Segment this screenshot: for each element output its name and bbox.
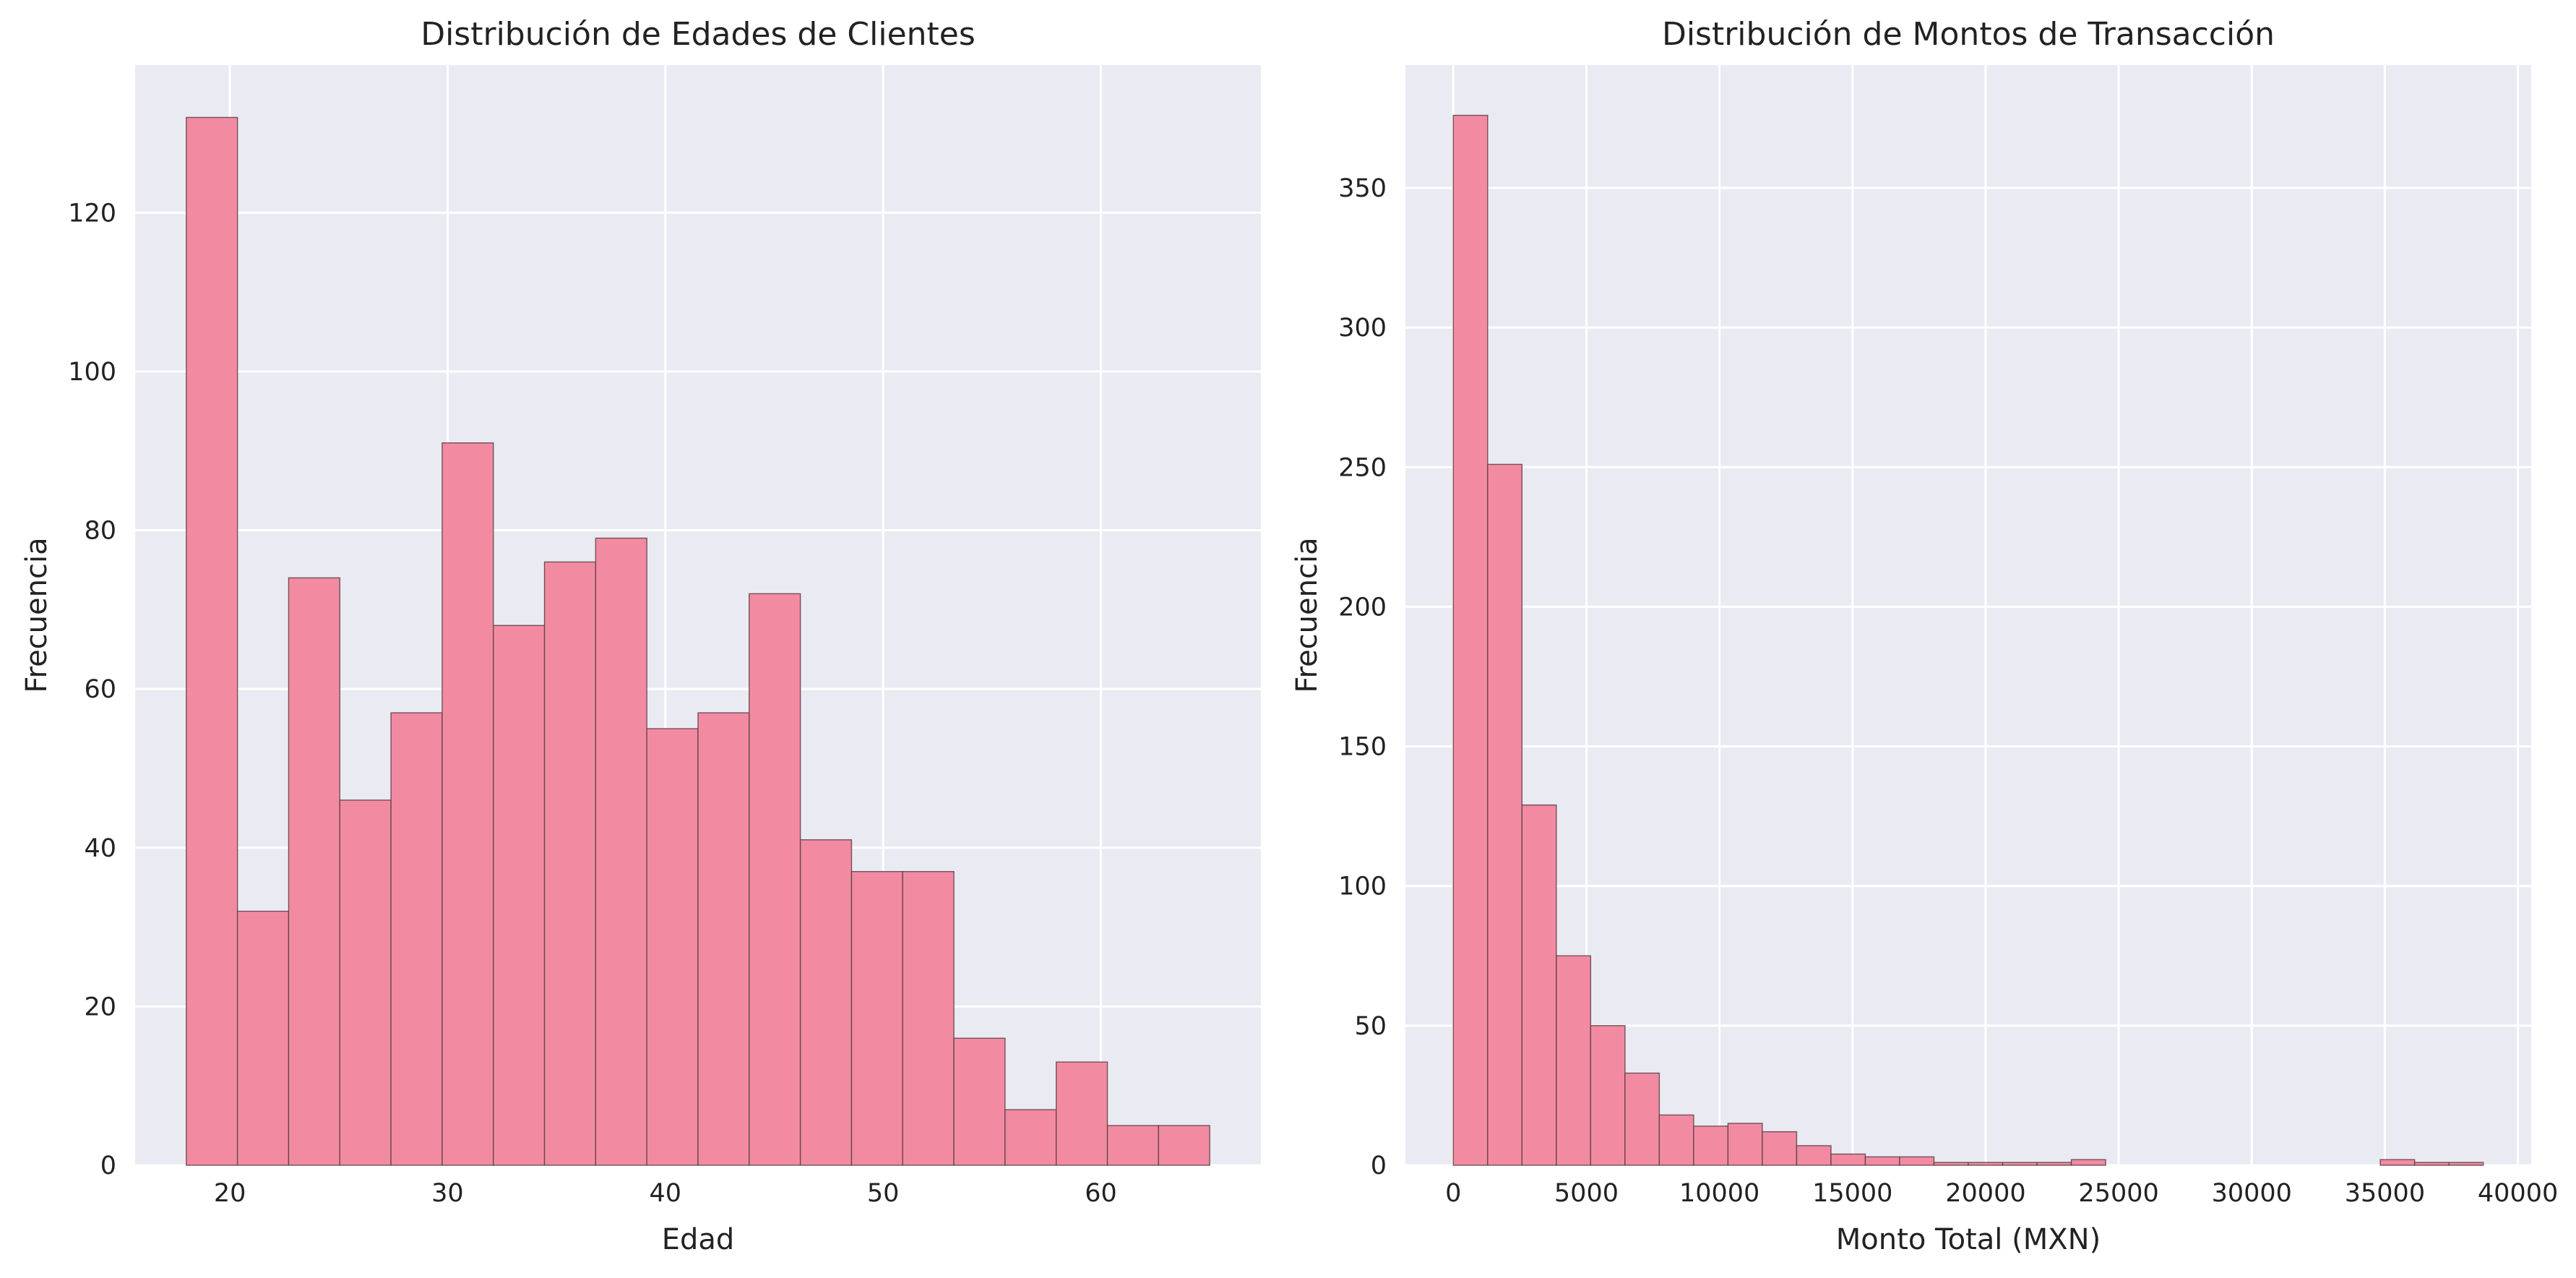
amount-y-axis-label: Frecuencia	[1291, 537, 1324, 692]
age-bar	[749, 593, 801, 1166]
age-bar	[646, 728, 699, 1166]
amount-x-tick-label: 40000	[2478, 1179, 2558, 1208]
amount-bar	[2036, 1162, 2072, 1166]
amount-y-tick-label: 250	[1338, 453, 1387, 482]
age-bar	[595, 537, 647, 1166]
age-y-tick-label: 60	[84, 675, 116, 704]
amount-x-tick-label: 20000	[1945, 1179, 2025, 1208]
amount-bar	[1830, 1153, 1866, 1166]
amount-bar	[1521, 804, 1557, 1166]
amount-y-ticks: 0 50 100 150 200 250 300 350	[1338, 174, 1387, 1180]
amount-y-tick-label: 300	[1338, 314, 1387, 343]
amount-x-tick-label: 15000	[1812, 1179, 1892, 1208]
amount-histogram-panel: 0 5000 10000 15000 20000 25000 30000 35000 40000…	[1291, 16, 2558, 1256]
age-bar	[1056, 1061, 1108, 1166]
age-bar	[850, 870, 903, 1166]
amount-bar	[1899, 1156, 1935, 1166]
age-y-tick-label: 20	[84, 992, 116, 1021]
amount-bar	[1590, 1025, 1626, 1166]
amount-x-tick-label: 10000	[1679, 1179, 1759, 1208]
amount-bar	[1864, 1156, 1900, 1166]
age-y-axis-label: Frecuencia	[20, 537, 53, 692]
amount-y-tick-label: 150	[1338, 733, 1387, 762]
amount-x-tick-label: 25000	[2078, 1179, 2158, 1208]
age-bar	[339, 799, 392, 1166]
amount-bar	[1968, 1162, 2004, 1166]
amount-x-tick-label: 0	[1445, 1179, 1461, 1208]
amount-bar	[1762, 1131, 1798, 1166]
amount-y-tick-label: 100	[1338, 872, 1387, 901]
amount-x-axis-label: Monto Total (MXN)	[1836, 1223, 2101, 1256]
age-bar	[1106, 1125, 1160, 1166]
age-bar	[493, 625, 546, 1166]
amount-bar	[2448, 1162, 2484, 1166]
age-bar	[953, 1037, 1006, 1166]
amount-bar	[2413, 1162, 2450, 1166]
age-bar	[902, 870, 955, 1166]
amount-y-tick-label: 50	[1354, 1012, 1387, 1041]
age-y-tick-label: 100	[68, 358, 116, 387]
age-bar	[186, 116, 238, 1166]
age-y-tick-label: 40	[84, 834, 116, 863]
age-x-tick-label: 40	[650, 1179, 682, 1208]
age-bar	[236, 910, 290, 1166]
amount-bar	[1658, 1114, 1694, 1166]
amount-plot-area	[1405, 65, 2531, 1165]
amount-bar	[2379, 1159, 2416, 1166]
amount-bar	[2002, 1162, 2038, 1166]
amount-bar	[1452, 114, 1489, 1166]
amount-y-tick-label: 200	[1338, 593, 1387, 622]
amount-bars	[1452, 114, 2484, 1166]
age-y-ticks: 0 20 40 60 80 100 120	[68, 199, 116, 1180]
amount-bar	[1624, 1072, 1660, 1166]
amount-x-tick-label: 35000	[2345, 1179, 2425, 1208]
age-x-tick-label: 60	[1085, 1179, 1117, 1208]
age-bar	[1158, 1125, 1210, 1166]
amount-bar	[1693, 1125, 1729, 1166]
age-x-tick-label: 30	[431, 1179, 464, 1208]
age-bar	[697, 712, 750, 1166]
amount-x-tick-label: 5000	[1554, 1179, 1619, 1208]
amount-bar	[1727, 1123, 1763, 1166]
amount-x-ticks: 0 5000 10000 15000 20000 25000 30000 35000 40000	[1445, 1179, 2558, 1208]
amount-bar	[2070, 1159, 2106, 1166]
age-x-tick-label: 50	[867, 1179, 900, 1208]
amount-chart-title: Distribución de Montos de Transacción	[1662, 16, 2275, 53]
age-histogram-panel: 20 30 40 50 60 0 20 40 60 80 100 120 Distribución …	[20, 16, 1261, 1256]
amount-bar	[1796, 1145, 1832, 1166]
age-chart-title: Distribución de Edades de Clientes	[421, 16, 975, 53]
amount-y-tick-label: 0	[1371, 1152, 1387, 1180]
age-x-axis-label: Edad	[662, 1223, 735, 1256]
age-bar	[1004, 1109, 1057, 1166]
age-bar	[799, 839, 853, 1166]
age-bar	[441, 442, 494, 1166]
amount-y-tick-label: 350	[1338, 174, 1387, 203]
amount-bar	[1933, 1162, 1969, 1166]
age-y-tick-label: 80	[84, 517, 116, 546]
age-bar	[390, 712, 443, 1166]
age-bar	[288, 577, 340, 1166]
amount-bar	[1556, 955, 1592, 1166]
age-bars	[186, 116, 1210, 1166]
age-y-tick-label: 0	[100, 1152, 116, 1180]
amount-x-tick-label: 30000	[2212, 1179, 2292, 1208]
amount-bar	[1487, 463, 1523, 1166]
age-y-tick-label: 120	[68, 199, 116, 228]
age-x-ticks: 20 30 40 50 60	[214, 1179, 1117, 1208]
age-x-tick-label: 20	[214, 1179, 246, 1208]
age-bar	[543, 561, 597, 1166]
